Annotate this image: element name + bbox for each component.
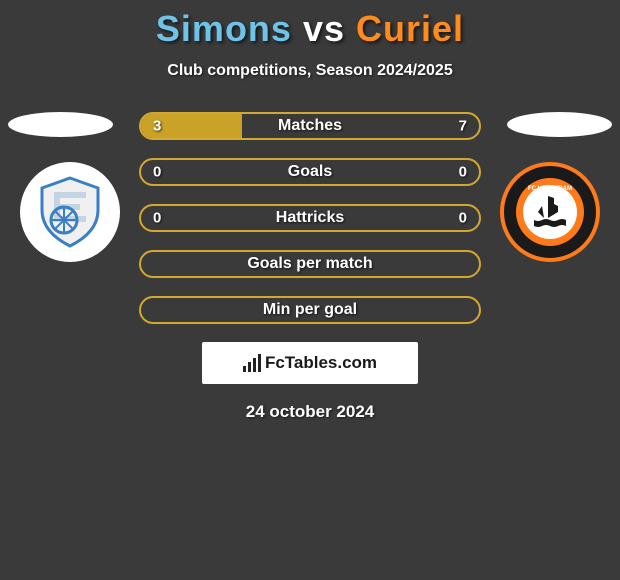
stat-value-left: 0 [153,210,161,227]
stat-bar: Goals per match [139,250,481,278]
svg-text:FC VOLENDAM: FC VOLENDAM [528,186,572,192]
stat-label: Goals [288,163,332,181]
club-badge-right: FC VOLENDAM [500,162,600,262]
player1-name: Simons [156,8,292,49]
stat-value-left: 3 [153,118,161,135]
fctables-logo: FcTables.com [243,353,377,373]
player2-ellipse [507,112,612,137]
stat-value-right: 0 [459,164,467,181]
club-badge-left [20,162,120,262]
player2-name: Curiel [356,8,464,49]
comparison-title: Simons vs Curiel [0,0,620,50]
stat-label: Hattricks [276,209,344,227]
stat-bars-container: 3 7 Matches 0 0 Goals 0 0 Hattricks Goals per mat… [139,112,481,324]
season-subtitle: Club competitions, Season 2024/2025 [0,62,620,80]
stat-value-right: 0 [459,210,467,227]
stat-bar: Min per goal [139,296,481,324]
brand-text: FcTables.com [265,353,377,373]
snapshot-date: 24 october 2024 [0,402,620,422]
stat-label: Goals per match [247,255,372,273]
vs-text: vs [303,8,345,49]
stat-bar: 0 0 Goals [139,158,481,186]
stat-label: Min per goal [263,301,357,319]
stat-value-right: 7 [459,118,467,135]
volendam-logo-icon: FC VOLENDAM [514,176,586,248]
logo-bars-icon [243,354,261,372]
stat-bar: 0 0 Hattricks [139,204,481,232]
stats-content: FC VOLENDAM 3 7 Matches 0 0 Goals 0 0 Hattricks G… [0,112,620,422]
stat-label: Matches [278,117,342,135]
player1-ellipse [8,112,113,137]
stat-value-left: 0 [153,164,161,181]
stat-bar: 3 7 Matches [139,112,481,140]
brand-box: FcTables.com [202,342,418,384]
eindhoven-logo-icon [32,174,108,250]
